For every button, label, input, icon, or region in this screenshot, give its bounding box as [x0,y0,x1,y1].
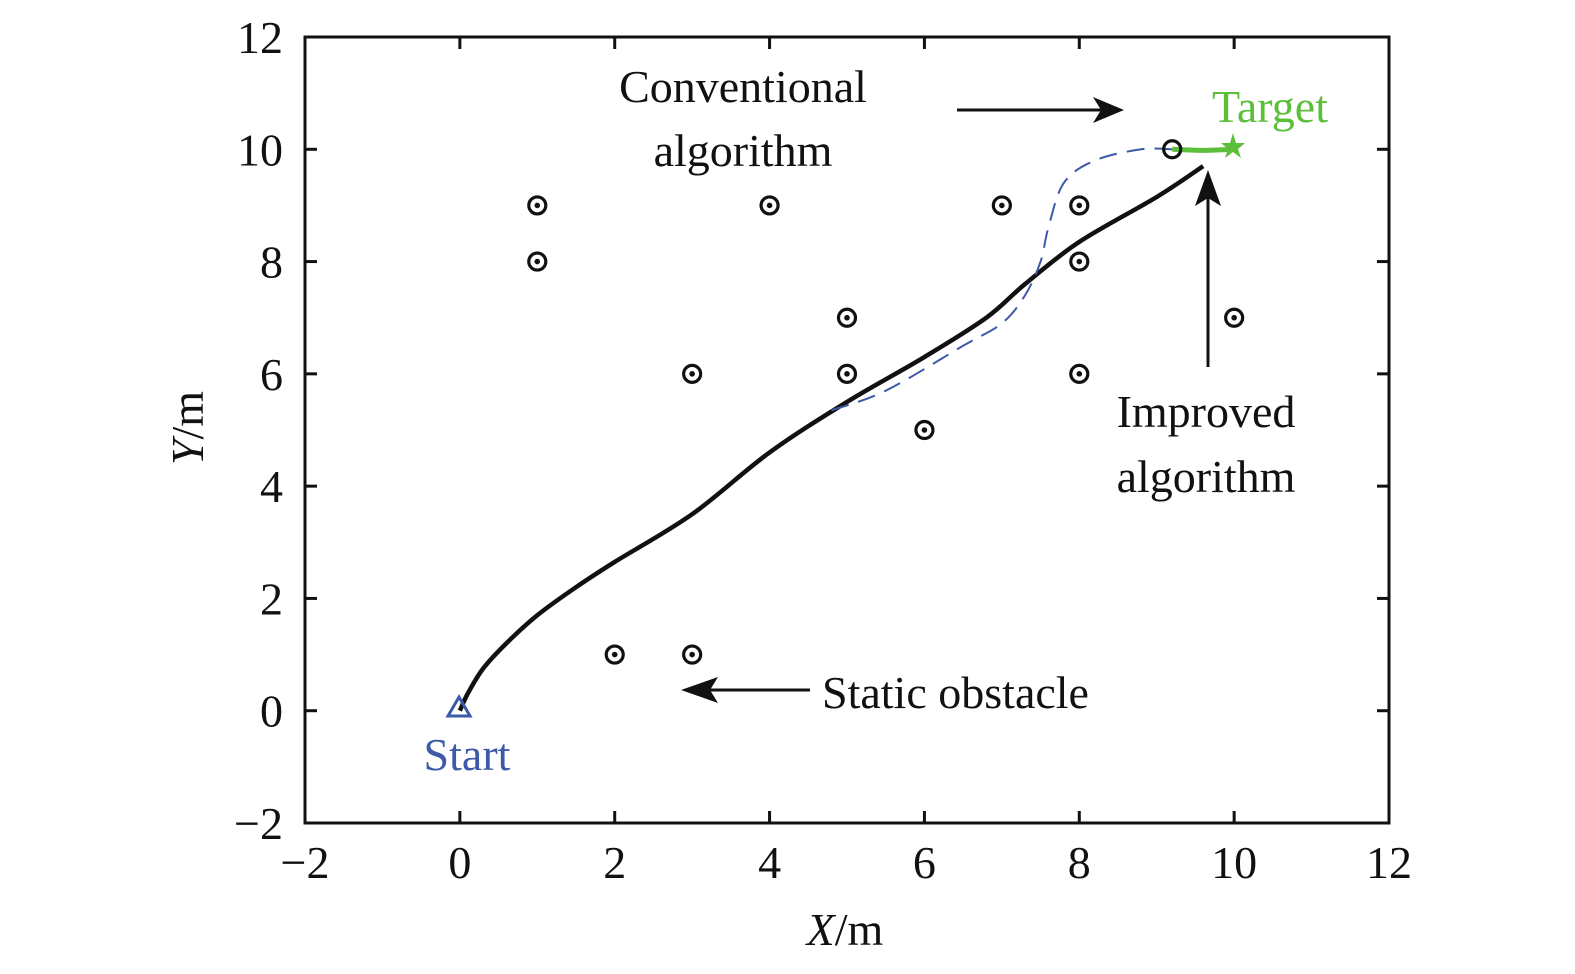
static-obstacle-marker [991,195,1012,216]
start-marker [445,694,473,718]
start-label: Start [424,729,511,780]
x-tick-label: −2 [281,837,330,888]
y-tick-label: 2 [260,573,283,624]
target-segment-path [1172,146,1235,153]
y-tick-label: −2 [234,798,283,849]
conventional-end-marker [1162,139,1183,160]
conventional-annotation-line1: Conventional [619,61,867,112]
y-tick-label: 4 [260,461,283,512]
conventional-algorithm-path [831,147,1173,412]
static-obstacle-marker [604,644,625,665]
static-obstacle-marker [759,195,780,216]
x-tick-label: 2 [603,837,626,888]
conventional-arrow [957,97,1124,123]
static-obstacle-marker [1069,251,1090,272]
static-obstacle-marker [682,363,703,384]
static-obstacle-marker [1224,307,1245,328]
x-axis-label: X/m [805,904,884,955]
x-tick-label: 6 [913,837,936,888]
improved-annotation-line2: algorithm [1117,451,1296,502]
y-tick-label: 0 [260,686,283,737]
improved-annotation-line1: Improved [1117,386,1296,437]
y-axis-label: Y/m [162,391,213,465]
improved-arrow [1195,170,1221,367]
target-star-marker [1221,133,1245,158]
static-obstacle-marker [1069,363,1090,384]
y-tick-label: 10 [237,124,283,175]
static-obstacle-marker [527,195,548,216]
static-obstacle-marker [682,644,703,665]
obstacle-layer [527,139,1245,665]
static-obstacle-annotation: Static obstacle [822,667,1089,718]
x-tick-label: 8 [1068,837,1091,888]
static-obstacle-marker [914,419,935,441]
static-obstacle-marker [836,307,858,328]
x-tick-label: 12 [1366,837,1412,888]
improved-algorithm-path [457,164,1205,712]
plot-frame [303,35,1391,825]
tick-layer: −2 0 2 4 6 8 10 12 −2 0 2 4 6 8 10 12 [234,12,1412,888]
x-tick-label: 4 [758,837,781,888]
y-tick-label: 12 [237,12,283,63]
static-obstacle-marker [527,251,548,272]
target-label: Target [1212,81,1328,132]
x-tick-label: 10 [1211,837,1257,888]
static-obstacle-marker [836,363,858,384]
static-obstacle-arrow [681,677,810,703]
conventional-annotation-line2: algorithm [654,125,833,176]
y-tick-label: 8 [260,237,283,288]
x-tick-label: 0 [448,837,471,888]
y-tick-label: 6 [260,349,283,400]
series-layer [457,146,1235,712]
static-obstacle-marker [1069,195,1090,216]
